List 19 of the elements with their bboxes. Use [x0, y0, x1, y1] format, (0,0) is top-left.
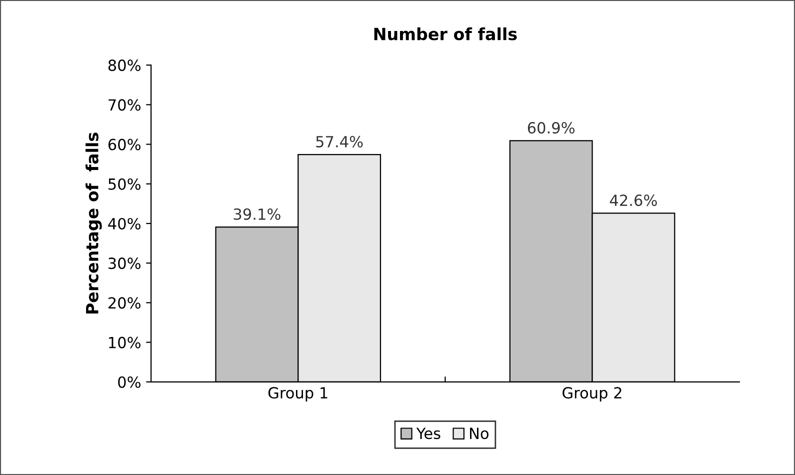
data-label: 42.6%	[610, 194, 657, 206]
y-tick-label: 0%	[118, 376, 140, 388]
legend-label: Yes	[416, 428, 440, 440]
data-label: 57.4%	[316, 136, 363, 148]
data-label: 39.1%	[234, 208, 280, 220]
y-tick-label: 40%	[108, 218, 140, 230]
data-label: 60.9%	[528, 122, 575, 134]
x-tick-label: Group 1	[268, 387, 328, 402]
y-tick-label: 70%	[108, 99, 140, 111]
y-tick-label: 10%	[109, 336, 140, 348]
y-tick-label: 60%	[108, 138, 140, 150]
y-tick-label: 80%	[108, 60, 140, 72]
x-tick-label: Group 2	[562, 387, 622, 402]
legend-label: No	[470, 428, 488, 440]
chart-title: Number of falls	[374, 27, 517, 40]
y-axis-title: Percentage of falls	[86, 132, 102, 314]
y-tick-label: 20%	[108, 297, 140, 309]
y-tick-label: 30%	[108, 258, 140, 270]
y-tick-label: 50%	[108, 178, 140, 190]
